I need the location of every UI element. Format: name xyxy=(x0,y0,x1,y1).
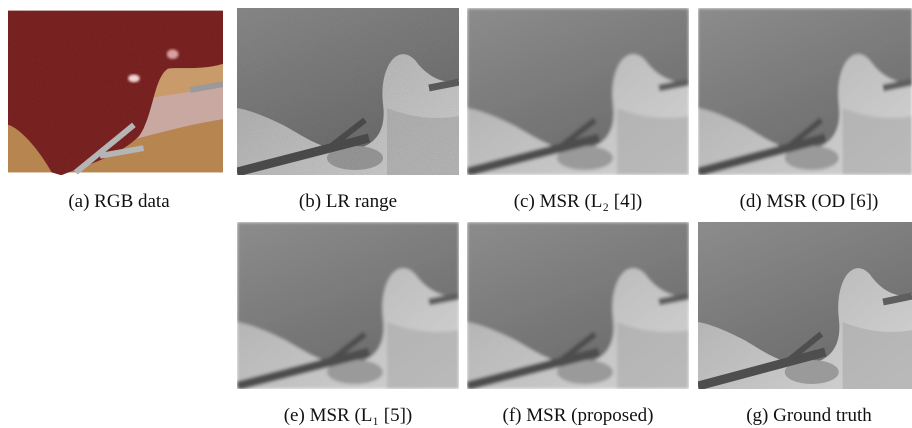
depth-image xyxy=(698,8,912,175)
caption: (d) MSR (OD [6]) xyxy=(739,191,879,212)
depth-image xyxy=(467,222,689,389)
rgb-image xyxy=(8,10,223,175)
depth-image xyxy=(698,222,912,389)
caption: (e) MSR (L₁ [5]) xyxy=(283,405,413,426)
caption: (a) RGB data xyxy=(68,191,170,212)
panel: (e) MSR (L₁ [5]) xyxy=(237,222,459,427)
caption: (b) LR range xyxy=(298,191,398,212)
caption: (c) MSR (L₂ [4]) xyxy=(513,191,643,212)
panel: (c) MSR (L₂ [4]) xyxy=(467,8,689,213)
panel: (g) Ground truth xyxy=(698,222,912,427)
caption: (g) Ground truth xyxy=(746,405,872,426)
depth-image xyxy=(237,222,459,389)
panel: (f) MSR (proposed) xyxy=(467,222,689,427)
depth-image xyxy=(237,8,459,175)
depth-image xyxy=(467,8,689,175)
panel: (a) RGB data xyxy=(8,8,230,213)
caption: (f) MSR (proposed) xyxy=(502,405,654,426)
panel: (d) MSR (OD [6]) xyxy=(698,8,912,213)
panel: (b) LR range xyxy=(237,8,459,213)
